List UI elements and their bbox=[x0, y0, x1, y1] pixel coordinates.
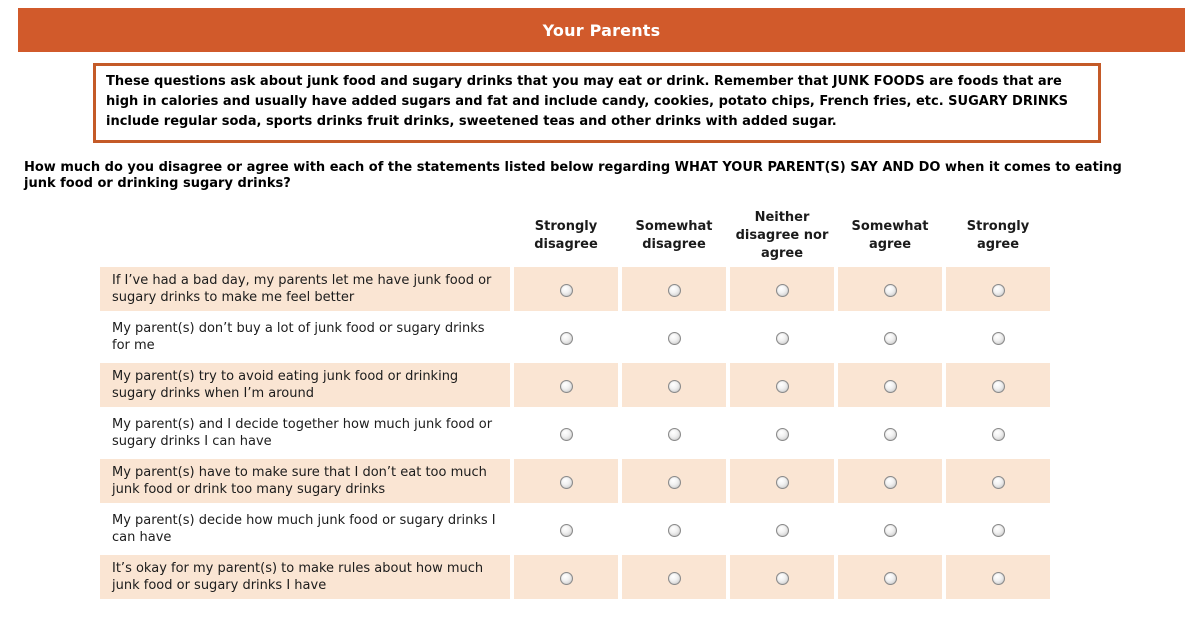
radio-row3-neither[interactable] bbox=[775, 379, 789, 393]
instructions-box: These questions ask about junk food and … bbox=[93, 63, 1101, 143]
radio-row6-somewhat-agree[interactable] bbox=[883, 523, 897, 537]
matrix-row-7: It’s okay for my parent(s) to make rules… bbox=[100, 555, 1050, 599]
page-title: Your Parents bbox=[542, 20, 661, 40]
statement-label-1: If I’ve had a bad day, my parents let me… bbox=[100, 267, 510, 311]
statement-label-5: My parent(s) have to make sure that I do… bbox=[100, 459, 510, 503]
radio-row6-somewhat-disagree[interactable] bbox=[667, 523, 681, 537]
matrix-header-stub bbox=[100, 208, 510, 263]
matrix-row-5: My parent(s) have to make sure that I do… bbox=[100, 459, 1050, 503]
radio-row2-somewhat-disagree[interactable] bbox=[667, 331, 681, 345]
column-header-somewhat-disagree: Somewhat disagree bbox=[635, 218, 713, 252]
radio-row4-neither[interactable] bbox=[775, 427, 789, 441]
statement-label-7: It’s okay for my parent(s) to make rules… bbox=[100, 555, 510, 599]
radio-row3-somewhat-disagree[interactable] bbox=[667, 379, 681, 393]
column-header-somewhat-agree: Somewhat agree bbox=[851, 218, 929, 252]
radio-row6-strongly-disagree[interactable] bbox=[559, 523, 573, 537]
radio-row3-somewhat-agree[interactable] bbox=[883, 379, 897, 393]
matrix-row-4: My parent(s) and I decide together how m… bbox=[100, 411, 1050, 455]
radio-row5-somewhat-agree[interactable] bbox=[883, 475, 897, 489]
radio-row4-somewhat-agree[interactable] bbox=[883, 427, 897, 441]
radio-row7-neither[interactable] bbox=[775, 571, 789, 585]
statement-label-2: My parent(s) don’t buy a lot of junk foo… bbox=[100, 315, 510, 359]
column-header-neither: Neither disagree nor agree bbox=[735, 209, 829, 261]
radio-row2-neither[interactable] bbox=[775, 331, 789, 345]
response-matrix: Strongly disagree Somewhat disagree Neit… bbox=[96, 204, 1054, 603]
matrix-row-2: My parent(s) don’t buy a lot of junk foo… bbox=[100, 315, 1050, 359]
radio-row1-neither[interactable] bbox=[775, 283, 789, 297]
radio-row4-somewhat-disagree[interactable] bbox=[667, 427, 681, 441]
radio-row2-strongly-agree[interactable] bbox=[991, 331, 1005, 345]
statement-label-4: My parent(s) and I decide together how m… bbox=[100, 411, 510, 455]
page-title-bar: Your Parents bbox=[18, 8, 1185, 52]
instructions-text: These questions ask about junk food and … bbox=[106, 74, 1069, 129]
radio-row7-strongly-disagree[interactable] bbox=[559, 571, 573, 585]
statement-label-6: My parent(s) decide how much junk food o… bbox=[100, 507, 510, 551]
radio-row6-strongly-agree[interactable] bbox=[991, 523, 1005, 537]
question-text: How much do you disagree or agree with e… bbox=[24, 160, 1122, 191]
radio-row4-strongly-agree[interactable] bbox=[991, 427, 1005, 441]
radio-row2-somewhat-agree[interactable] bbox=[883, 331, 897, 345]
column-header-strongly-disagree: Strongly disagree bbox=[534, 218, 598, 252]
radio-row1-strongly-agree[interactable] bbox=[991, 283, 1005, 297]
radio-row3-strongly-disagree[interactable] bbox=[559, 379, 573, 393]
radio-row3-strongly-agree[interactable] bbox=[991, 379, 1005, 393]
radio-row5-strongly-agree[interactable] bbox=[991, 475, 1005, 489]
radio-row1-somewhat-disagree[interactable] bbox=[667, 283, 681, 297]
radio-row1-strongly-disagree[interactable] bbox=[559, 283, 573, 297]
radio-row7-somewhat-agree[interactable] bbox=[883, 571, 897, 585]
radio-row4-strongly-disagree[interactable] bbox=[559, 427, 573, 441]
matrix-row-6: My parent(s) decide how much junk food o… bbox=[100, 507, 1050, 551]
matrix-row-3: My parent(s) try to avoid eating junk fo… bbox=[100, 363, 1050, 407]
matrix-header: Strongly disagree Somewhat disagree Neit… bbox=[100, 208, 1050, 263]
radio-row6-neither[interactable] bbox=[775, 523, 789, 537]
radio-row1-somewhat-agree[interactable] bbox=[883, 283, 897, 297]
radio-row2-strongly-disagree[interactable] bbox=[559, 331, 573, 345]
radio-row7-strongly-agree[interactable] bbox=[991, 571, 1005, 585]
column-header-strongly-agree: Strongly agree bbox=[966, 218, 1030, 252]
matrix-row-1: If I’ve had a bad day, my parents let me… bbox=[100, 267, 1050, 311]
statement-label-3: My parent(s) try to avoid eating junk fo… bbox=[100, 363, 510, 407]
radio-row5-neither[interactable] bbox=[775, 475, 789, 489]
radio-row7-somewhat-disagree[interactable] bbox=[667, 571, 681, 585]
radio-row5-strongly-disagree[interactable] bbox=[559, 475, 573, 489]
radio-row5-somewhat-disagree[interactable] bbox=[667, 475, 681, 489]
